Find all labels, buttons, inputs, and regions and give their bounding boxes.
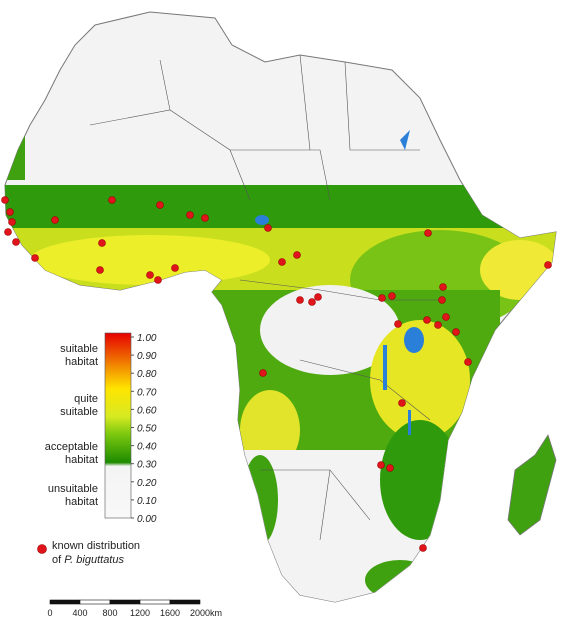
class-label: suitable: [60, 343, 98, 355]
occurrence-point: [154, 276, 162, 284]
class-label: habitat: [65, 496, 98, 508]
occurrence-points: [1, 196, 552, 552]
points-label: of P. biguttatus: [52, 554, 124, 566]
tick-label: 0.60: [137, 405, 157, 416]
tick-label: 0.70: [137, 387, 157, 398]
class-label: habitat: [65, 454, 98, 466]
occurrence-point: [388, 292, 396, 300]
tick-label: 1.00: [137, 333, 157, 344]
points-prefix: of: [52, 554, 62, 566]
scale-segment: [79, 599, 111, 605]
scale-label: 400: [72, 608, 87, 618]
occurrence-point: [398, 399, 406, 407]
occurrence-point: [424, 229, 432, 237]
occurrence-point: [31, 254, 39, 262]
occurrence-point: [171, 264, 179, 272]
scale-segment: [139, 599, 171, 605]
occurrence-point: [386, 464, 394, 472]
class-label: acceptable: [45, 441, 98, 453]
scale-bar: 0 400 800 1200 1600 2000 km: [47, 599, 222, 618]
scale-segment: [109, 599, 141, 605]
occurrence-point: [186, 211, 194, 219]
occurrence-point: [4, 228, 12, 236]
occurrence-point: [423, 316, 431, 324]
occurrence-point: [296, 296, 304, 304]
occurrence-point: [377, 461, 385, 469]
occurrence-point: [259, 369, 267, 377]
scale-segment: [49, 599, 81, 605]
tick-label: 0.90: [137, 351, 157, 362]
class-label: habitat: [65, 356, 98, 368]
occurrence-point: [544, 261, 552, 269]
tick-label: 0.80: [137, 369, 157, 380]
occurrence-point: [464, 358, 472, 366]
tick-label: 0.50: [137, 424, 157, 435]
scale-label: 1200: [130, 608, 150, 618]
scale-segment: [169, 599, 201, 605]
occurrence-point: [146, 271, 154, 279]
species-name: P. biguttatus: [64, 554, 124, 566]
africa: [4, 11, 557, 603]
occurrence-point: [394, 320, 402, 328]
tick-label: 0.30: [137, 460, 157, 471]
class-label: suitable: [60, 406, 98, 418]
occurrence-point: [308, 298, 316, 306]
occurrence-point: [8, 218, 16, 226]
tick-label: 0.20: [137, 478, 157, 489]
scale-unit: km: [210, 608, 222, 618]
occurrence-point: [108, 196, 116, 204]
occurrence-point: [293, 251, 301, 259]
occurrence-point: [96, 266, 104, 274]
occurrence-point: [434, 321, 442, 329]
occurrence-point: [278, 258, 286, 266]
class-label: quite: [74, 393, 98, 405]
occurrence-point: [314, 293, 322, 301]
occurrence-point: [6, 208, 14, 216]
occurrence-point: [98, 239, 106, 247]
occurrence-point: [452, 328, 460, 336]
tick-label: 0.00: [137, 514, 157, 525]
points-label: known distribution: [52, 540, 140, 552]
occurrence-point: [264, 224, 272, 232]
occurrence-point: [442, 313, 450, 321]
occurrence-point: [378, 294, 386, 302]
tick-label: 0.10: [137, 496, 157, 507]
tick-label: 0.40: [137, 442, 157, 453]
occurrence-point: [439, 283, 447, 291]
occurrence-point: [1, 196, 9, 204]
occurrence-point: [438, 296, 446, 304]
color-bar: [104, 332, 132, 519]
occurrence-point: [156, 201, 164, 209]
class-label: unsuitable: [48, 483, 98, 495]
occurrence-point: [51, 216, 59, 224]
legend: 1.00 0.90 0.80 0.70 0.60 0.50 0.40 0.30 0.20 0.10…: [37, 332, 157, 566]
scale-label: 800: [102, 608, 117, 618]
occurrence-point: [419, 544, 427, 552]
occurrence-point: [201, 214, 209, 222]
point-symbol: [37, 544, 47, 554]
scale-label: 0: [47, 608, 52, 618]
scale-label: 2000: [190, 608, 210, 618]
occurrence-point: [12, 238, 20, 246]
scale-label: 1600: [160, 608, 180, 618]
